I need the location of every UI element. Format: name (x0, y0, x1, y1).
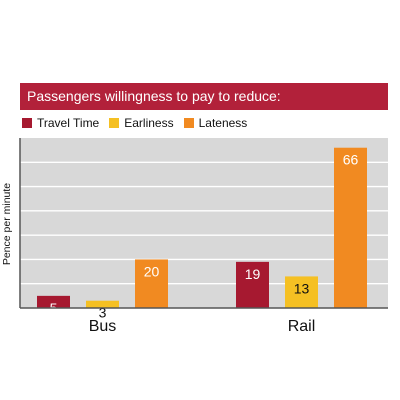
bar-bus-travel-time (37, 295, 70, 308)
bar-rail-travel-time (236, 261, 269, 308)
data-label: 19 (245, 266, 261, 282)
bar-rail-earliness (285, 276, 318, 308)
legend-swatch-lateness (183, 118, 194, 128)
x-tick-label: Rail (288, 318, 316, 335)
data-label: 20 (144, 263, 160, 279)
legend-label-earliness: Earliness (124, 116, 174, 130)
legend-label-lateness: Lateness (198, 116, 248, 130)
legend-item-earliness: Earliness (109, 116, 174, 130)
bar-rail-lateness (334, 147, 367, 308)
data-label: 3 (99, 305, 107, 321)
legend-swatch-earliness (109, 118, 120, 128)
data-label: 13 (294, 280, 310, 296)
bar-bus-earliness (86, 300, 119, 308)
data-label: 66 (343, 152, 359, 168)
chart-title: Passengers willingness to pay to reduce: (20, 83, 388, 110)
legend-item-lateness: Lateness (183, 116, 248, 130)
legend: Travel Time Earliness Lateness (22, 116, 257, 130)
legend-item-travel-time: Travel Time (22, 116, 99, 130)
legend-swatch-travel-time (22, 118, 32, 128)
bar-bus-lateness (135, 259, 168, 308)
plot-background (20, 138, 388, 308)
legend-label-travel-time: Travel Time (37, 116, 100, 130)
x-tick-label: Bus (89, 318, 117, 335)
